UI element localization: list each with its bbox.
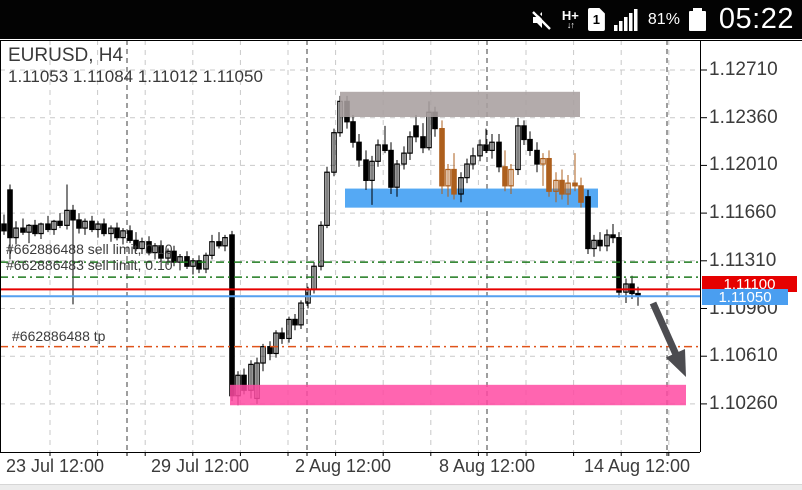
sell-limit-order-label-1[interactable]: #662886488 sell limit, 0.10 bbox=[6, 241, 173, 257]
ask-price-badge: 1.11100 bbox=[702, 276, 797, 293]
time-tick-label: 14 Aug 12:00 bbox=[583, 456, 691, 476]
battery-icon bbox=[688, 8, 706, 31]
sell-limit-order-label-2[interactable]: #662886483 sell limit, 0.10 bbox=[6, 257, 173, 273]
price-tick-label: 1.12360 bbox=[709, 106, 778, 128]
battery-percent: 81% bbox=[647, 10, 680, 28]
signal-strength-icon bbox=[613, 8, 639, 31]
pink-demand-zone bbox=[230, 384, 686, 406]
take-profit-label[interactable]: #662886488 tp bbox=[12, 328, 106, 344]
network-type-icon: H+ ↓↑ bbox=[562, 9, 579, 30]
time-tick-label: 29 Jul 12:00 bbox=[150, 456, 250, 476]
price-tick-label: 1.11660 bbox=[709, 202, 777, 224]
sim-card-icon: 1 bbox=[587, 8, 605, 31]
time-tick-label: 23 Jul 12:00 bbox=[5, 456, 105, 476]
gray-supply-zone bbox=[340, 91, 580, 118]
mute-icon bbox=[529, 8, 553, 32]
sim-slot-number: 1 bbox=[592, 12, 600, 27]
network-type-label: H+ bbox=[561, 8, 579, 23]
down-arrow bbox=[649, 301, 681, 359]
status-bar: H+ ↓↑ 1 81% 05:22 bbox=[0, 0, 802, 39]
clock: 05:22 bbox=[718, 3, 794, 35]
ohlc-values: 1.11053 1.11084 1.11012 1.11050 bbox=[8, 67, 263, 86]
blue-resistance-zone bbox=[345, 188, 598, 208]
price-tick-label: 1.11310 bbox=[709, 249, 777, 271]
price-tick-label: 1.12010 bbox=[709, 154, 778, 176]
network-arrows-icon: ↓↑ bbox=[566, 20, 575, 30]
bid-price-badge: 1.11050 bbox=[702, 289, 788, 306]
symbol-period-label: EURUSD, H4 bbox=[8, 45, 124, 66]
time-tick-label: 8 Aug 12:00 bbox=[438, 456, 536, 476]
down-arrow-head bbox=[665, 348, 686, 377]
screen-bottom-strip bbox=[0, 484, 802, 490]
price-tick-label: 1.12710 bbox=[709, 59, 778, 80]
price-tick-label: 1.10610 bbox=[709, 345, 778, 367]
price-tick-label: 1.10260 bbox=[709, 392, 778, 414]
time-tick-label: 2 Aug 12:00 bbox=[294, 456, 392, 476]
